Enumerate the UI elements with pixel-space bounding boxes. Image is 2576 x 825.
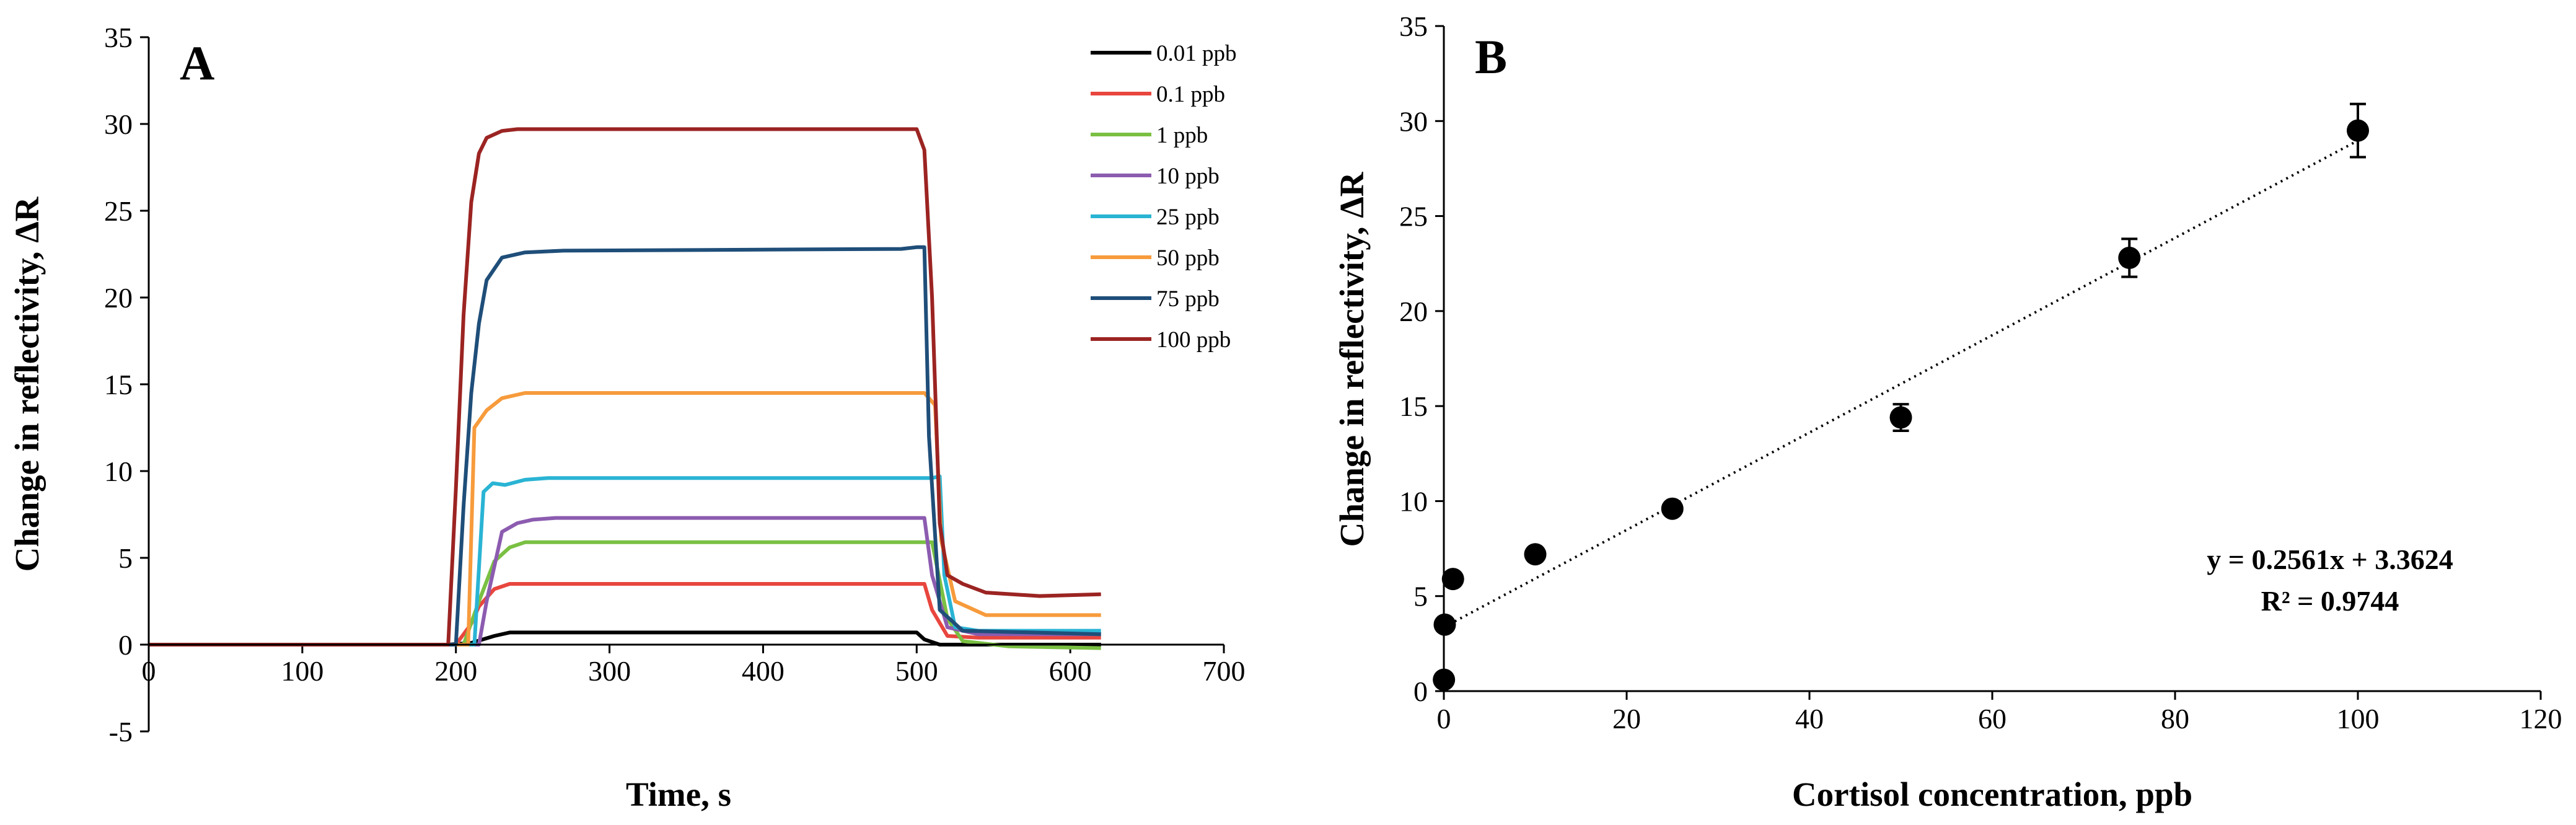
panel-a-y-axis-title: Change in reflectivity, ΔR <box>8 196 46 571</box>
panel-b-trendline <box>1443 139 2358 629</box>
panel-a-legend: 0.01 ppb 0.1 ppb 1 ppb 10 ppb 25 ppb 50 ppb 75… <box>1091 41 1237 353</box>
panel-a-x-tick-label: 100 <box>281 655 323 687</box>
panel-b-ticks: 0 20 40 60 80 100 120 35 30 25 20 15 10 5 0 <box>1399 11 2562 735</box>
data-point <box>2347 119 2369 142</box>
panel-b-y-tick-label: 0 <box>1413 676 1428 707</box>
series-line-10-ppb <box>149 516 1101 646</box>
series-line-50-ppb <box>149 391 1101 646</box>
legend-label: 0.01 ppb <box>1156 41 1237 66</box>
panel-b-label: B <box>1475 30 1507 84</box>
legend-label: 0.1 ppb <box>1156 82 1225 107</box>
panel-b-points <box>1433 102 2369 691</box>
r-squared-label: R² = 0.9744 <box>2261 585 2399 617</box>
panel-a-x-tick-label: 600 <box>1049 655 1092 687</box>
panel-b-y-tick-label: 15 <box>1399 390 1428 422</box>
panel-a-y-tick-label: 20 <box>104 282 133 314</box>
panel-a-label: A <box>180 36 214 90</box>
panel-b-x-tick-label: 40 <box>1795 703 1824 735</box>
panel-b-y-tick-label: 30 <box>1399 105 1428 137</box>
panel-a-y-tick-label: 25 <box>104 195 133 227</box>
panel-b-y-tick-label: 35 <box>1399 11 1428 42</box>
panel-a-y-tick-label: 10 <box>104 456 133 487</box>
panel-b-y-tick-label: 25 <box>1399 201 1428 232</box>
panel-b-x-tick-label: 0 <box>1437 703 1451 735</box>
panel-a-x-axis-title: Time, s <box>626 775 731 813</box>
legend-label: 100 ppb <box>1156 327 1231 353</box>
data-point <box>1433 613 1456 636</box>
legend-label: 1 ppb <box>1156 123 1208 148</box>
panel-a-y-tick-label: 5 <box>118 542 133 574</box>
legend-label: 10 ppb <box>1156 164 1220 189</box>
panel-b-y-axis-title: Change in reflectivity, ΔR <box>1333 171 1371 547</box>
panel-b-x-tick-label: 20 <box>1612 703 1641 735</box>
panel-a-chart: 010020030040050060070035302520151050-5 A… <box>8 22 1246 813</box>
panel-a-x-tick-label: 700 <box>1203 655 1246 687</box>
panel-b-x-tick-label: 120 <box>2520 703 2562 735</box>
panel-b-chart: 0 20 40 60 80 100 120 35 30 25 20 15 10 5 0 B Cortisol… <box>1333 11 2562 813</box>
panel-a-y-tick-label: 35 <box>104 22 133 53</box>
panel-a-x-tick-label: 500 <box>895 655 938 687</box>
panel-a-y-tick-label: 30 <box>104 108 133 140</box>
panel-a-x-tick-label: 400 <box>742 655 785 687</box>
panel-b-y-tick-label: 10 <box>1399 485 1428 517</box>
panel-b-y-tick-label: 5 <box>1413 581 1428 612</box>
panel-b-y-tick-label: 20 <box>1399 296 1428 327</box>
legend-label: 50 ppb <box>1156 245 1220 271</box>
data-point <box>2118 247 2141 270</box>
series-line-100-ppb <box>149 127 1101 646</box>
panel-b-x-tick-label: 60 <box>1978 703 2007 735</box>
panel-b-x-tick-label: 80 <box>2161 703 2189 735</box>
panel-a-y-tick-label: 0 <box>118 629 133 661</box>
panel-a-y-tick-label: 15 <box>104 369 133 400</box>
data-point <box>1441 568 1464 591</box>
legend-label: 25 ppb <box>1156 205 1220 230</box>
series-line-25-ppb <box>149 474 1101 646</box>
panel-b-x-tick-label: 100 <box>2337 703 2380 735</box>
panel-a-x-tick-label: 300 <box>588 655 631 687</box>
data-point <box>1433 668 1456 691</box>
series-line-75-ppb <box>149 245 1101 646</box>
panel-a-y-tick-label: -5 <box>109 716 133 748</box>
trendline-equation: y = 0.2561x + 3.3624 <box>2207 544 2453 575</box>
data-point <box>1524 543 1547 566</box>
data-point <box>1661 497 1684 520</box>
panel-b-x-axis-title: Cortisol concentration, ppb <box>1792 775 2192 813</box>
data-point <box>1889 406 1912 429</box>
panel-a-x-tick-label: 200 <box>434 655 477 687</box>
legend-label: 75 ppb <box>1156 286 1220 312</box>
